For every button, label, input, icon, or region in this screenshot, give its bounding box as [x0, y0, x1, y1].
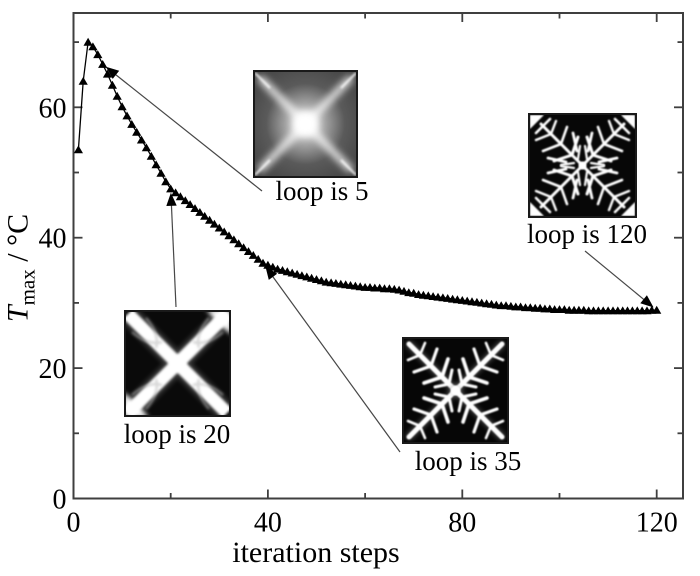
inset-image-loop-20: [124, 310, 231, 417]
inset-image-loop-35: [402, 337, 509, 444]
annotation-line: [113, 72, 263, 192]
x-tick-label: 40: [254, 508, 282, 539]
data-point-marker: [209, 219, 219, 228]
data-point-marker: [171, 188, 181, 197]
data-point-marker: [253, 254, 263, 263]
data-point-marker: [248, 251, 258, 259]
annotation-arrowhead-icon: [640, 295, 654, 308]
data-point-marker: [151, 160, 161, 169]
inset-label-loop-35: loop is 35: [414, 446, 522, 476]
x-tick-label: 0: [67, 508, 81, 539]
data-point-marker: [93, 50, 103, 59]
data-point-marker: [224, 231, 234, 240]
annotation-line: [584, 250, 647, 302]
y-axis-label: Tmax / °C: [2, 214, 41, 322]
x-tick-label: 120: [636, 508, 678, 539]
data-point-marker: [78, 76, 88, 85]
data-point-marker: [219, 227, 229, 236]
data-point-marker: [234, 239, 244, 248]
data-point-marker: [73, 145, 83, 154]
data-point-marker: [258, 258, 268, 267]
inset-loop-120: [528, 113, 637, 218]
inset-loop-20: [124, 310, 231, 417]
data-point-marker: [136, 135, 147, 144]
y-axis-symbol: T: [1, 305, 35, 323]
data-point-marker: [200, 211, 210, 220]
y-tick-label: 0: [53, 485, 67, 516]
data-point-marker: [190, 204, 200, 212]
data-point-marker: [195, 208, 205, 216]
data-point-marker: [229, 235, 239, 244]
tick-labels: 0 40 80 120 0 20 40 60: [39, 93, 678, 538]
data-point-marker: [141, 143, 151, 152]
annotation-line: [170, 202, 177, 308]
x-tick-label: 80: [448, 508, 476, 539]
data-point-marker: [102, 69, 113, 78]
data-point-marker: [146, 151, 156, 160]
inset-label-loop-20: loop is 20: [123, 419, 231, 449]
data-point-marker: [161, 177, 171, 186]
data-point-marker: [214, 223, 224, 232]
y-tick-label: 40: [39, 224, 67, 255]
data-point-marker: [98, 60, 108, 68]
data-point-marker: [117, 102, 127, 111]
data-point-marker: [132, 127, 142, 136]
inset-label-loop-120: loop is 120: [526, 219, 648, 249]
data-point-marker: [88, 42, 98, 51]
x-axis-label: iteration steps: [232, 536, 400, 569]
plot-frame: [72, 12, 684, 500]
data-point-marker: [268, 262, 278, 271]
data-point-marker: [185, 200, 195, 208]
annotation-arrowhead-icon: [166, 192, 177, 206]
data-point-marker: [180, 196, 190, 205]
data-point-marker: [239, 243, 249, 252]
data-point-marker: [243, 247, 254, 255]
y-tick-label: 60: [39, 93, 67, 124]
axis-ticks: [72, 13, 683, 500]
inset-image-loop-120: [528, 113, 637, 218]
y-axis-subscript: max: [15, 269, 40, 306]
data-point-marker: [156, 168, 166, 177]
data-point-marker: [205, 215, 215, 224]
annotation-arrows: [105, 66, 654, 453]
data-point-marker: [107, 80, 117, 89]
y-axis-units: / °C: [1, 213, 35, 270]
data-point-marker: [83, 37, 93, 46]
data-point-marker: [166, 184, 176, 193]
data-point-marker: [175, 192, 185, 201]
data-point-marker: [127, 120, 137, 128]
data-point-marker: [112, 91, 122, 100]
annotation-line: [270, 274, 401, 453]
inset-loop-35: [402, 337, 509, 444]
data-point-marker: [122, 111, 132, 120]
data-markers: [73, 37, 662, 315]
data-point-marker: [652, 305, 662, 314]
annotation-arrowhead-icon: [105, 66, 120, 79]
inset-loop-5: [253, 70, 358, 178]
inset-label-loop-5: loop is 5: [275, 176, 369, 206]
inset-image-loop-5: [253, 70, 358, 178]
y-tick-label: 20: [39, 354, 67, 385]
annotation-arrowhead-icon: [265, 266, 278, 280]
